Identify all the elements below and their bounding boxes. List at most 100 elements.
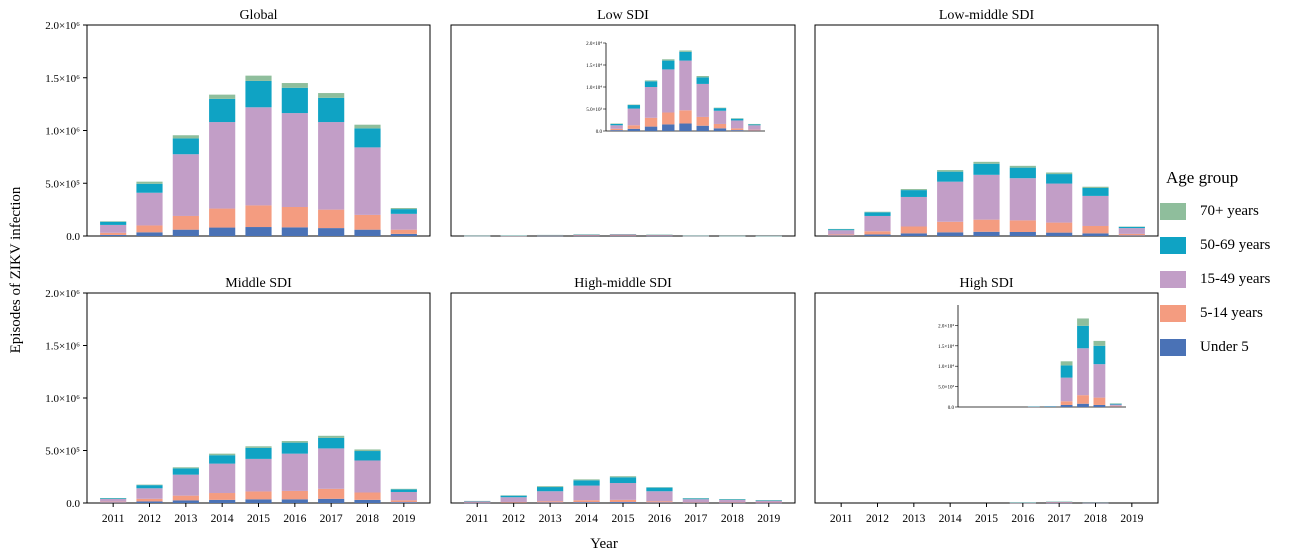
inset-bar-segment-50-69-years <box>1093 346 1105 364</box>
bar-segment-15-49-years <box>610 234 636 235</box>
bar-segment-15-49-years <box>864 216 890 231</box>
x-tick-label: 2019 <box>1120 513 1143 525</box>
bar-segment-under-5 <box>318 228 344 236</box>
bar-segment-70-years <box>209 95 235 99</box>
bar-segment-under-5 <box>610 502 636 503</box>
panel-high-sdi: High SDI2011 2012 2013 2014 2015 2016 2017 2018… <box>815 276 1158 525</box>
bar-segment-70-years <box>318 93 344 98</box>
bar-segment-under-5 <box>646 502 672 503</box>
bar-segment-50-69-years <box>573 480 599 485</box>
bar-segment-15-49-years <box>1082 196 1108 226</box>
inset-bar-segment-50-69-years <box>662 61 674 70</box>
bar-segment-5-14-years <box>136 225 162 232</box>
bar-segment-50-69-years <box>209 455 235 463</box>
x-tick-label: 2016 <box>283 513 306 525</box>
bar-segment-50-69-years <box>100 498 126 499</box>
y-tick-label: 0.0 <box>66 498 80 510</box>
panel-high-middle-sdi: High-middle SDI2011 2012 2013 2014 2015 2016 2… <box>451 276 795 525</box>
bar-segment-5-14-years <box>173 496 199 501</box>
legend-swatch <box>1160 305 1186 322</box>
legend-label: 5-14 years <box>1200 305 1263 322</box>
inset-y-tick-label: 1.0×10⁴ <box>586 85 602 91</box>
inset-y-tick-label: 0.0 <box>596 130 603 135</box>
bar-segment-5-14-years <box>282 207 308 227</box>
bar-segment-5-14-years <box>318 210 344 228</box>
bar-segment-50-69-years <box>391 489 417 492</box>
bar-segment-50-69-years <box>209 99 235 122</box>
bar-segment-15-49-years <box>937 182 963 222</box>
legend-swatch <box>1160 339 1186 356</box>
bar-segment-under-5 <box>282 227 308 236</box>
x-tick-label: 2012 <box>502 513 525 525</box>
bar-segment-70-years <box>282 441 308 443</box>
bar-segment-5-14-years <box>354 493 380 500</box>
inset-bar-segment-5-14-years <box>645 118 657 127</box>
bar-segment-15-49-years <box>136 488 162 499</box>
bar-segment-70-years <box>610 476 636 477</box>
x-tick-label: 2014 <box>939 513 962 525</box>
bar-segment-under-5 <box>573 502 599 503</box>
bar-segment-under-5 <box>1010 232 1036 236</box>
x-tick-label: 2018 <box>721 513 744 525</box>
bar-segment-50-69-years <box>901 190 927 197</box>
bar-segment-15-49-years <box>719 500 745 503</box>
bar-segment-under-5 <box>282 499 308 503</box>
bar-segment-5-14-years <box>864 231 890 234</box>
y-tick-label: 2.0×10⁶ <box>45 20 80 32</box>
bar-segment-5-14-years <box>245 205 271 227</box>
inset-y-tick-label: 1.5×10⁴ <box>586 63 602 69</box>
x-tick-label: 2015 <box>975 513 998 525</box>
bar-segment-under-5 <box>1046 233 1072 236</box>
bar-segment-5-14-years <box>100 502 126 503</box>
inset-y-tick-label: 1.0×10⁴ <box>938 364 954 370</box>
bar-segment-5-14-years <box>573 500 599 502</box>
bar-segment-70-years <box>209 454 235 456</box>
bar-segment-15-49-years <box>282 454 308 491</box>
bar-segment-under-5 <box>136 232 162 236</box>
bar-segment-15-49-years <box>391 214 417 230</box>
inset-bar-segment-5-14-years <box>697 117 709 126</box>
bar-segment-70-years <box>937 170 963 172</box>
bar-segment-15-49-years <box>973 175 999 220</box>
bar-segment-under-5 <box>318 499 344 503</box>
inset-bar-segment-5-14-years <box>1077 395 1089 404</box>
inset-chart: 0.0 5.0×10³ 1.0×10⁴ 1.5×10⁴ 2.0×10⁴ <box>586 41 765 135</box>
inset-bar-segment-15-49-years <box>697 84 709 117</box>
bar-segment-under-5 <box>1082 233 1108 236</box>
inset-bar-segment-under-5 <box>662 124 674 131</box>
bar-segment-70-years <box>573 479 599 480</box>
bar-segment-under-5 <box>354 230 380 236</box>
x-tick-label: 2018 <box>1084 513 1107 525</box>
bar-segment-15-49-years <box>282 113 308 207</box>
x-tick-label: 2016 <box>1011 513 1034 525</box>
panel-title: Low SDI <box>597 8 649 23</box>
legend-item-50-69: 50-69 years <box>1160 235 1270 255</box>
inset-bar-segment-5-14-years <box>1061 401 1073 405</box>
inset-bar-segment-70-years <box>662 59 674 60</box>
x-tick-label: 2013 <box>174 513 197 525</box>
bar-segment-70-years <box>354 125 380 129</box>
bar-segment-15-49-years <box>136 193 162 226</box>
bar-segment-15-49-years <box>683 499 709 502</box>
panel-global: Global 0.0 5.0×10⁵ 1.0×10⁶ 1.5×10⁶ 2.0×10⁶ <box>45 8 430 243</box>
panel-title: Low-middle SDI <box>939 8 1035 23</box>
bar-segment-15-49-years <box>1119 228 1145 234</box>
inset-y-tick-label: 2.0×10⁴ <box>586 41 602 47</box>
bar-segment-50-69-years <box>501 496 527 498</box>
inset-bar-segment-5-14-years <box>1110 406 1122 407</box>
legend-label: 50-69 years <box>1200 237 1270 254</box>
bar-segment-5-14-years <box>537 501 563 502</box>
bar-segment-5-14-years <box>901 227 927 234</box>
panel-frame <box>451 25 795 236</box>
panel-title: High SDI <box>959 276 1013 291</box>
inset-bar-segment-70-years <box>1077 318 1089 325</box>
bar-segment-70-years <box>901 189 927 190</box>
inset-y-tick-label: 2.0×10⁴ <box>938 323 954 329</box>
inset-bar-segment-15-49-years <box>1110 405 1122 406</box>
bar-segment-70-years <box>354 449 380 451</box>
x-axis-title: Year <box>590 536 618 552</box>
bar-segment-5-14-years <box>1119 234 1145 236</box>
bar-segment-5-14-years <box>318 489 344 499</box>
bar-segment-5-14-years <box>391 500 417 502</box>
inset-bar-segment-5-14-years <box>679 110 691 123</box>
